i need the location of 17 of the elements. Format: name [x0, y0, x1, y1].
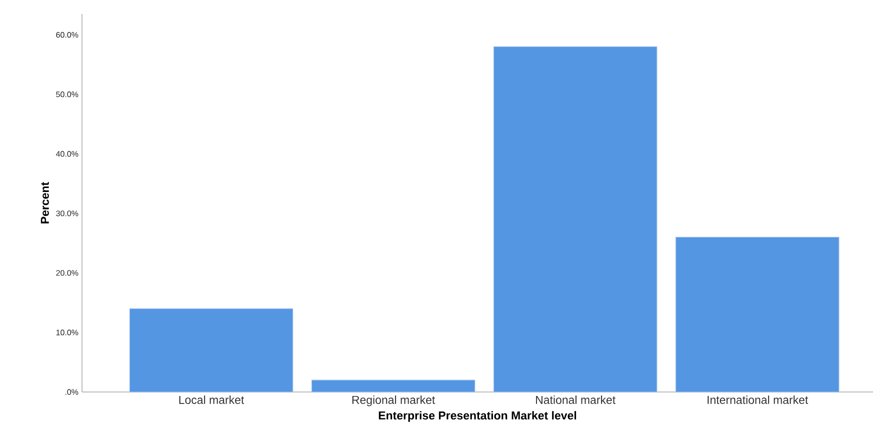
x-tick-label: Regional market — [352, 396, 436, 406]
y-tick-label: 50.0% — [56, 92, 78, 98]
x-tick-label: International market — [708, 396, 808, 404]
x-axis-title: Enterprise Presentation Market level — [378, 411, 576, 422]
bar — [129, 308, 294, 392]
y-tick-label: 10.0% — [56, 330, 78, 336]
y-tick-label: .0% — [65, 389, 78, 395]
bar — [676, 236, 840, 392]
y-tick-label: 30.0% — [56, 210, 78, 216]
y-tick-label: 60.0% — [56, 32, 78, 38]
x-tick-label: National market — [536, 396, 616, 404]
x-tick-label: Local market — [179, 396, 244, 404]
y-tick-label: 40.0% — [56, 151, 78, 157]
bar — [493, 46, 658, 392]
y-axis-title: Percent — [40, 182, 49, 224]
y-tick-label: 20.0% — [56, 270, 78, 276]
bar — [311, 380, 476, 392]
